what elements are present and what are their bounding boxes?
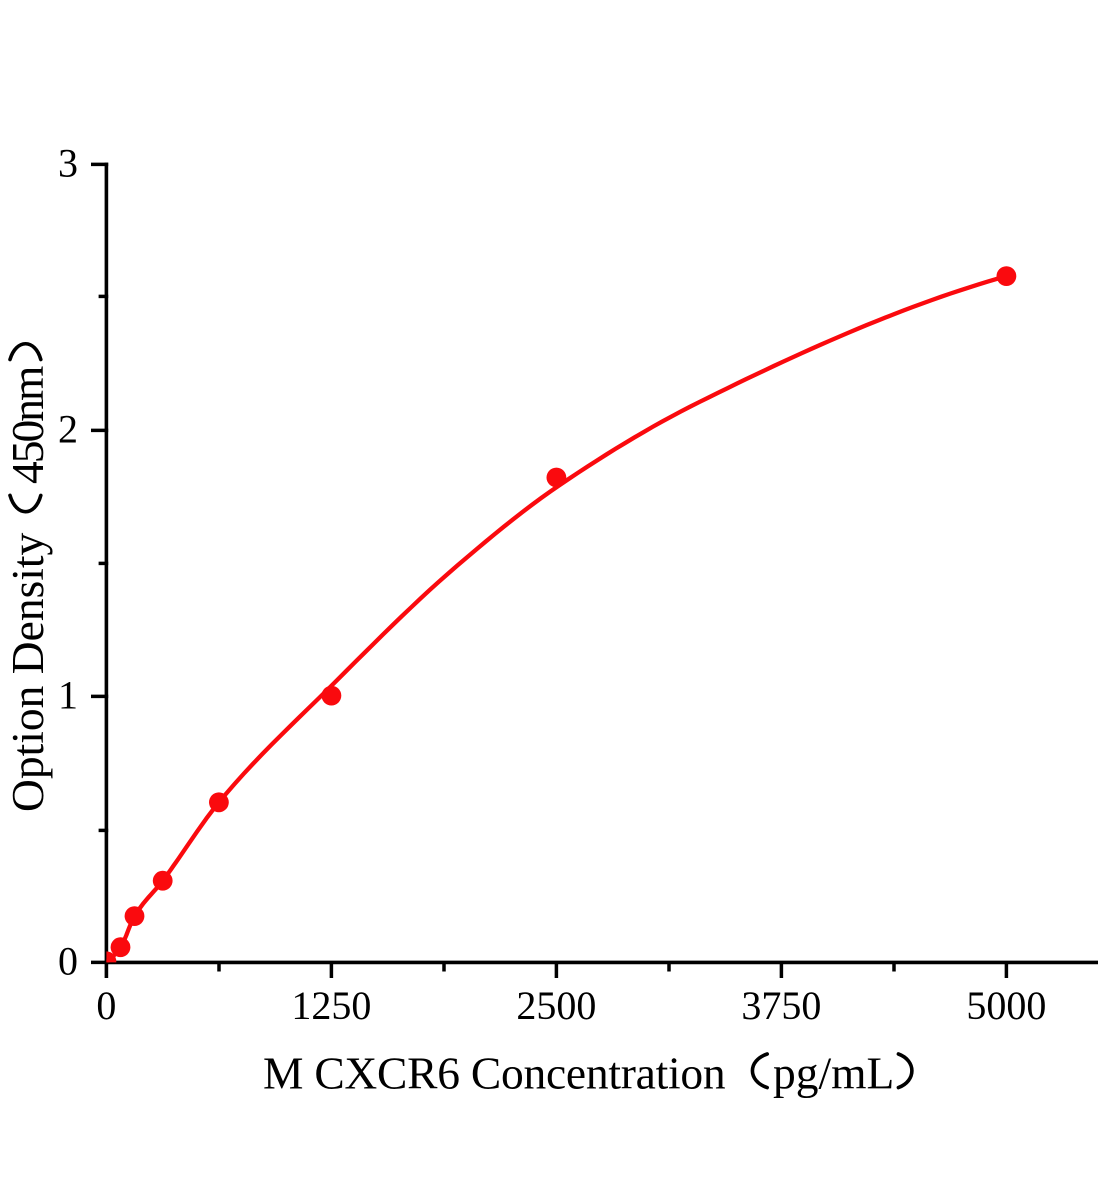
svg-text:450nm: 450nm (2, 366, 53, 484)
svg-text:1250: 1250 (291, 983, 371, 1028)
svg-text:1: 1 (58, 672, 78, 717)
svg-text:5000: 5000 (966, 983, 1046, 1028)
svg-text:2500: 2500 (516, 983, 596, 1028)
svg-text:3750: 3750 (741, 983, 821, 1028)
svg-text:2: 2 (58, 406, 78, 451)
svg-text:M CXCR6 Concentration: M CXCR6 Concentration (263, 1048, 726, 1099)
svg-text:Option Density: Option Density (2, 532, 53, 812)
svg-text:3: 3 (58, 140, 78, 185)
svg-text:pg/mL: pg/mL (773, 1048, 894, 1099)
svg-text:0: 0 (58, 938, 78, 983)
svg-text:0: 0 (96, 983, 116, 1028)
